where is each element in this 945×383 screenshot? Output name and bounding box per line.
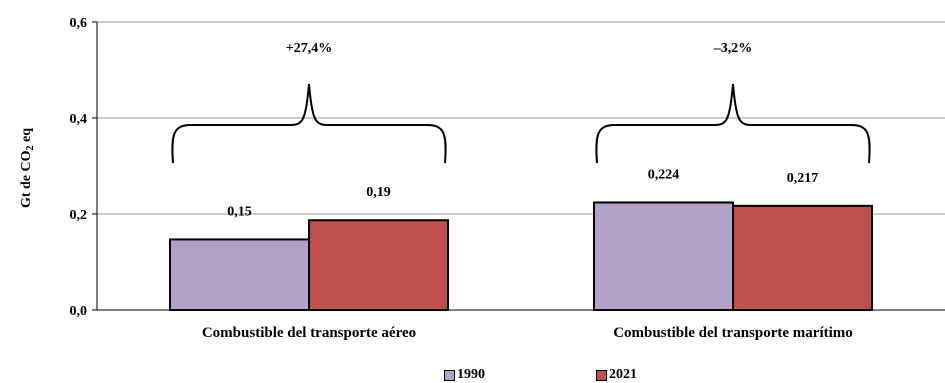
bar-2021 xyxy=(732,204,873,311)
legend-label-2021: 2021 xyxy=(609,367,637,382)
y-axis-label: Gt de CO2 eq xyxy=(19,128,36,208)
change-annotation: +27,4% xyxy=(286,41,332,56)
y-tick-label: 0,0 xyxy=(70,304,88,319)
axes: 0,0 0,2 0,4 0,6 Combustible del transporte a… xyxy=(70,16,945,341)
data-label-1990: 0,224 xyxy=(648,167,680,182)
data-label-1990: 0,15 xyxy=(227,204,252,219)
curly-brace xyxy=(595,83,871,164)
y-tick-label: 0,6 xyxy=(70,16,88,31)
legend-item-1990: 1990 xyxy=(444,367,485,383)
x-category-label: Combustible del transporte aéreo xyxy=(202,325,416,341)
y-tick-label: 0,2 xyxy=(70,208,88,223)
y-tick-label: 0,4 xyxy=(70,112,88,127)
legend-item-2021: 2021 xyxy=(596,367,637,383)
braces: +27,4% –3,2% xyxy=(171,41,871,164)
bars xyxy=(169,201,873,312)
curly-brace xyxy=(171,83,447,164)
x-category-label: Combustible del transporte marítimo xyxy=(613,325,853,341)
bar-2021 xyxy=(308,219,449,312)
bar-1990 xyxy=(593,201,734,311)
legend-swatch-2021 xyxy=(596,369,607,381)
data-label-2021: 0,217 xyxy=(787,171,819,186)
bar-1990 xyxy=(169,238,310,311)
legend-label-1990: 1990 xyxy=(457,367,485,382)
data-label-2021: 0,19 xyxy=(366,185,391,200)
change-annotation: –3,2% xyxy=(713,41,753,56)
legend-swatch-1990 xyxy=(444,369,455,381)
data-labels: 0,15 0,19 0,224 0,217 xyxy=(227,167,818,219)
